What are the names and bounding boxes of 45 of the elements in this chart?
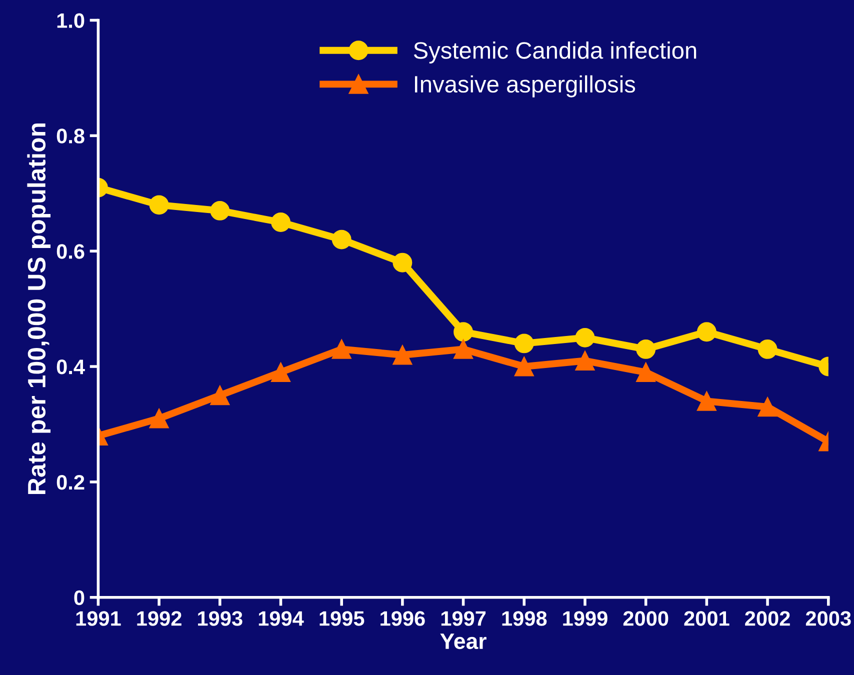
point xyxy=(575,351,595,370)
point xyxy=(332,339,352,359)
y-tick-label: 1.0 xyxy=(57,13,84,28)
x-axis-title: Year xyxy=(440,634,486,650)
point xyxy=(454,322,474,342)
x-tick-label: 2003 xyxy=(806,611,851,626)
point xyxy=(271,212,290,232)
x-tick-label: 1996 xyxy=(380,611,425,626)
point xyxy=(454,339,474,359)
y-tick-label: 0.8 xyxy=(56,128,84,144)
y-tick-label: 0.4 xyxy=(56,360,85,374)
point xyxy=(332,230,352,250)
x-tick-label: 2000 xyxy=(623,611,668,626)
point xyxy=(210,386,230,406)
point xyxy=(636,362,656,382)
point xyxy=(514,356,534,376)
x-tick-label: 1995 xyxy=(320,611,364,626)
x-tick-label: 1994 xyxy=(258,611,304,626)
x-tick-label: 1991 xyxy=(76,611,121,626)
x-tick-label: 1998 xyxy=(502,611,547,626)
x-tick-label: 2001 xyxy=(684,611,730,626)
point xyxy=(271,362,290,382)
x-tick-label: 1992 xyxy=(137,611,182,626)
point xyxy=(696,391,716,411)
point xyxy=(758,339,778,359)
legend-label: Invasive aspergillosis xyxy=(415,75,636,98)
point xyxy=(149,195,169,215)
y-tick-label: 0.2 xyxy=(56,474,84,490)
legend-label: Systemic Candida infection xyxy=(414,42,696,64)
x-tick-label: 1999 xyxy=(563,611,608,626)
point xyxy=(696,322,716,342)
y-axis-title: Rate per 100,000 US population xyxy=(27,123,50,494)
x-tick-label: 2002 xyxy=(745,611,790,626)
x-tick-label: 1997 xyxy=(441,611,486,626)
x-tick-label: 1993 xyxy=(198,611,242,626)
point xyxy=(514,334,534,354)
y-tick-label: 0.6 xyxy=(56,244,84,259)
point xyxy=(575,328,595,348)
point xyxy=(210,200,230,220)
point xyxy=(392,345,412,365)
point xyxy=(758,397,778,417)
point xyxy=(149,408,169,428)
point xyxy=(392,252,412,272)
y-tick-label: 0 xyxy=(74,590,84,606)
point xyxy=(636,339,656,359)
